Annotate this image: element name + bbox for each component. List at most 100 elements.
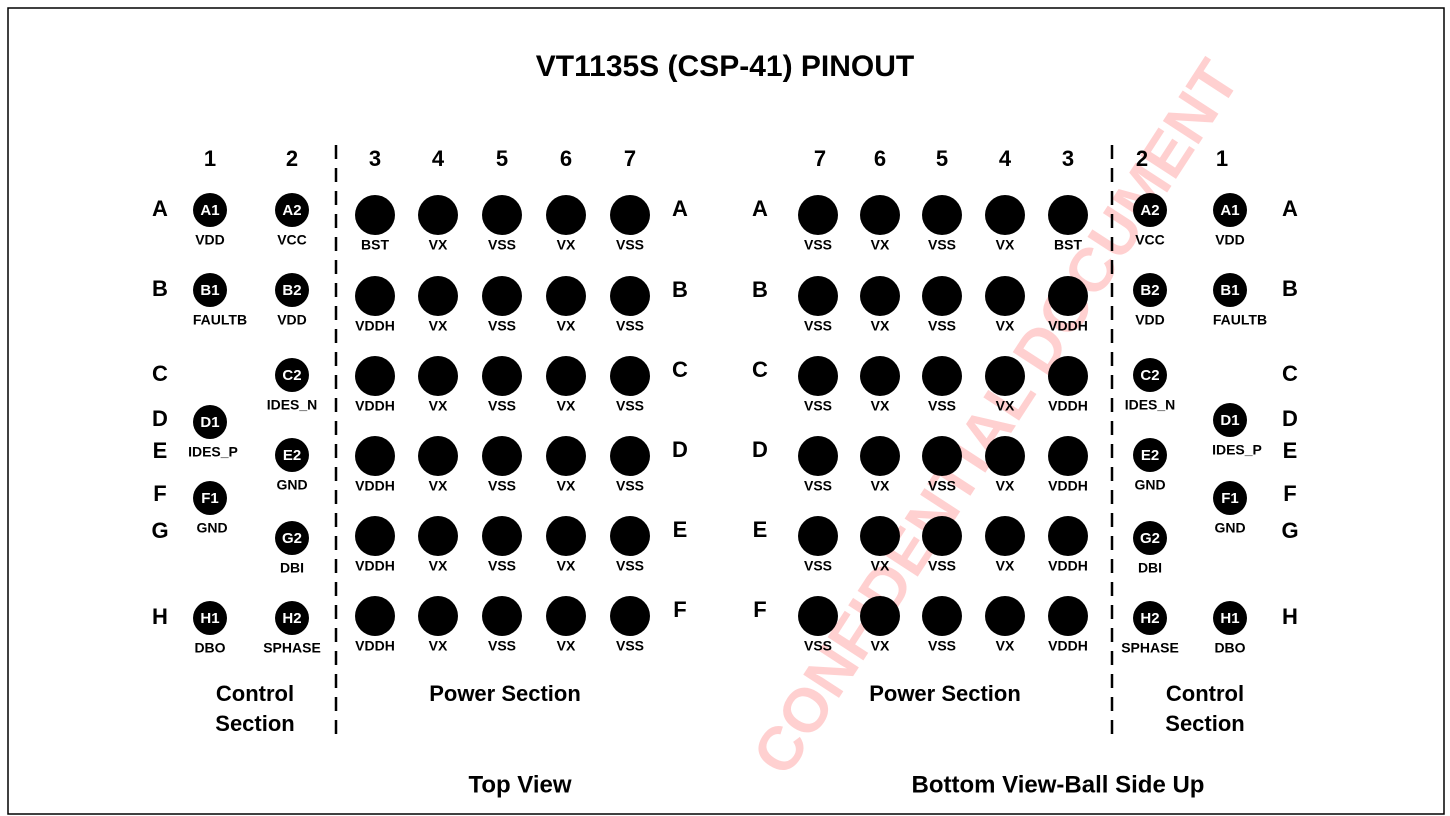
pin-name: VX [996,478,1015,494]
power-ball [1048,356,1088,396]
control-pin [275,273,309,307]
section-label: Section [1165,711,1244,736]
column-number: 3 [1062,146,1074,171]
pin-id: C2 [1140,367,1159,384]
row-letter: G [1281,518,1298,543]
pin-name: VX [429,318,448,334]
pin-name: IDES_P [1212,442,1262,458]
power-ball [546,516,586,556]
control-pin [275,521,309,555]
pin-name: VDDH [355,638,395,654]
row-letter: C [152,361,168,386]
power-ball [922,276,962,316]
power-ball [482,596,522,636]
power-ball [610,276,650,316]
pin-name: VDDH [355,318,395,334]
pin-id: G2 [1140,530,1160,547]
power-ball [418,516,458,556]
pin-name: VX [557,558,576,574]
row-letter: C [1282,361,1298,386]
pin-name: VX [871,398,890,414]
pin-id: F1 [1221,490,1239,507]
view-label: Top View [468,771,571,798]
pin-name: IDES_N [1125,397,1176,413]
pin-id: A1 [1220,202,1239,219]
pin-name: VDDH [1048,558,1088,574]
pin-name: DBO [194,640,225,656]
power-ball [922,436,962,476]
column-number: 4 [999,146,1012,171]
power-ball [482,436,522,476]
power-ball [546,436,586,476]
control-pin [1133,521,1167,555]
pin-name: VX [871,237,890,253]
pin-name: IDES_P [188,444,238,460]
power-ball [860,356,900,396]
pin-name: VDDH [1048,638,1088,654]
control-pin [275,193,309,227]
pin-name: VX [429,237,448,253]
pin-id: B1 [200,282,219,299]
pin-name: VX [429,638,448,654]
pin-name: VSS [928,318,956,334]
pin-id: E2 [1141,447,1159,464]
power-ball [798,436,838,476]
row-letter: F [153,481,166,506]
power-ball [798,516,838,556]
pin-id: A2 [282,202,301,219]
power-ball [418,436,458,476]
power-ball [1048,596,1088,636]
pin-name: SPHASE [263,640,321,656]
pin-name: VCC [277,232,307,248]
pin-id: A1 [200,202,219,219]
pin-name: VSS [488,638,516,654]
control-pin [1133,601,1167,635]
power-ball [798,276,838,316]
pin-name: VSS [928,237,956,253]
pin-name: VSS [804,558,832,574]
pin-name: VX [429,478,448,494]
pin-name: VSS [488,478,516,494]
view-label: Bottom View-Ball Side Up [912,771,1205,798]
power-ball [418,195,458,235]
pin-name: IDES_N [267,397,318,413]
pin-name: SPHASE [1121,640,1179,656]
pin-name: VSS [928,638,956,654]
power-ball [985,356,1025,396]
pin-name: VSS [804,318,832,334]
row-letter: B [672,277,688,302]
power-ball [355,356,395,396]
pin-name: VSS [616,638,644,654]
row-letter: C [672,357,688,382]
row-letter: H [1282,604,1298,629]
control-pin [1213,193,1247,227]
power-ball [610,436,650,476]
power-ball [355,436,395,476]
power-ball [922,356,962,396]
pin-name: VDDH [1048,318,1088,334]
pin-id: B1 [1220,282,1239,299]
pin-name: VX [996,638,1015,654]
column-number: 2 [286,146,298,171]
row-letter: B [1282,276,1298,301]
pin-name: VX [871,318,890,334]
column-number: 2 [1136,146,1148,171]
column-number: 4 [432,146,445,171]
control-pin [1213,481,1247,515]
power-ball [985,195,1025,235]
power-ball [418,596,458,636]
power-ball [546,596,586,636]
pin-name: VSS [488,318,516,334]
control-pin [193,193,227,227]
pin-name: VX [557,478,576,494]
power-ball [860,436,900,476]
pin-name: VX [996,237,1015,253]
power-ball [798,596,838,636]
power-ball [546,276,586,316]
pin-name: VSS [488,237,516,253]
row-letter: E [1283,438,1298,463]
pin-id: D1 [200,414,219,431]
control-pin [1213,601,1247,635]
pin-name: FAULTB [193,312,247,328]
power-ball [355,516,395,556]
